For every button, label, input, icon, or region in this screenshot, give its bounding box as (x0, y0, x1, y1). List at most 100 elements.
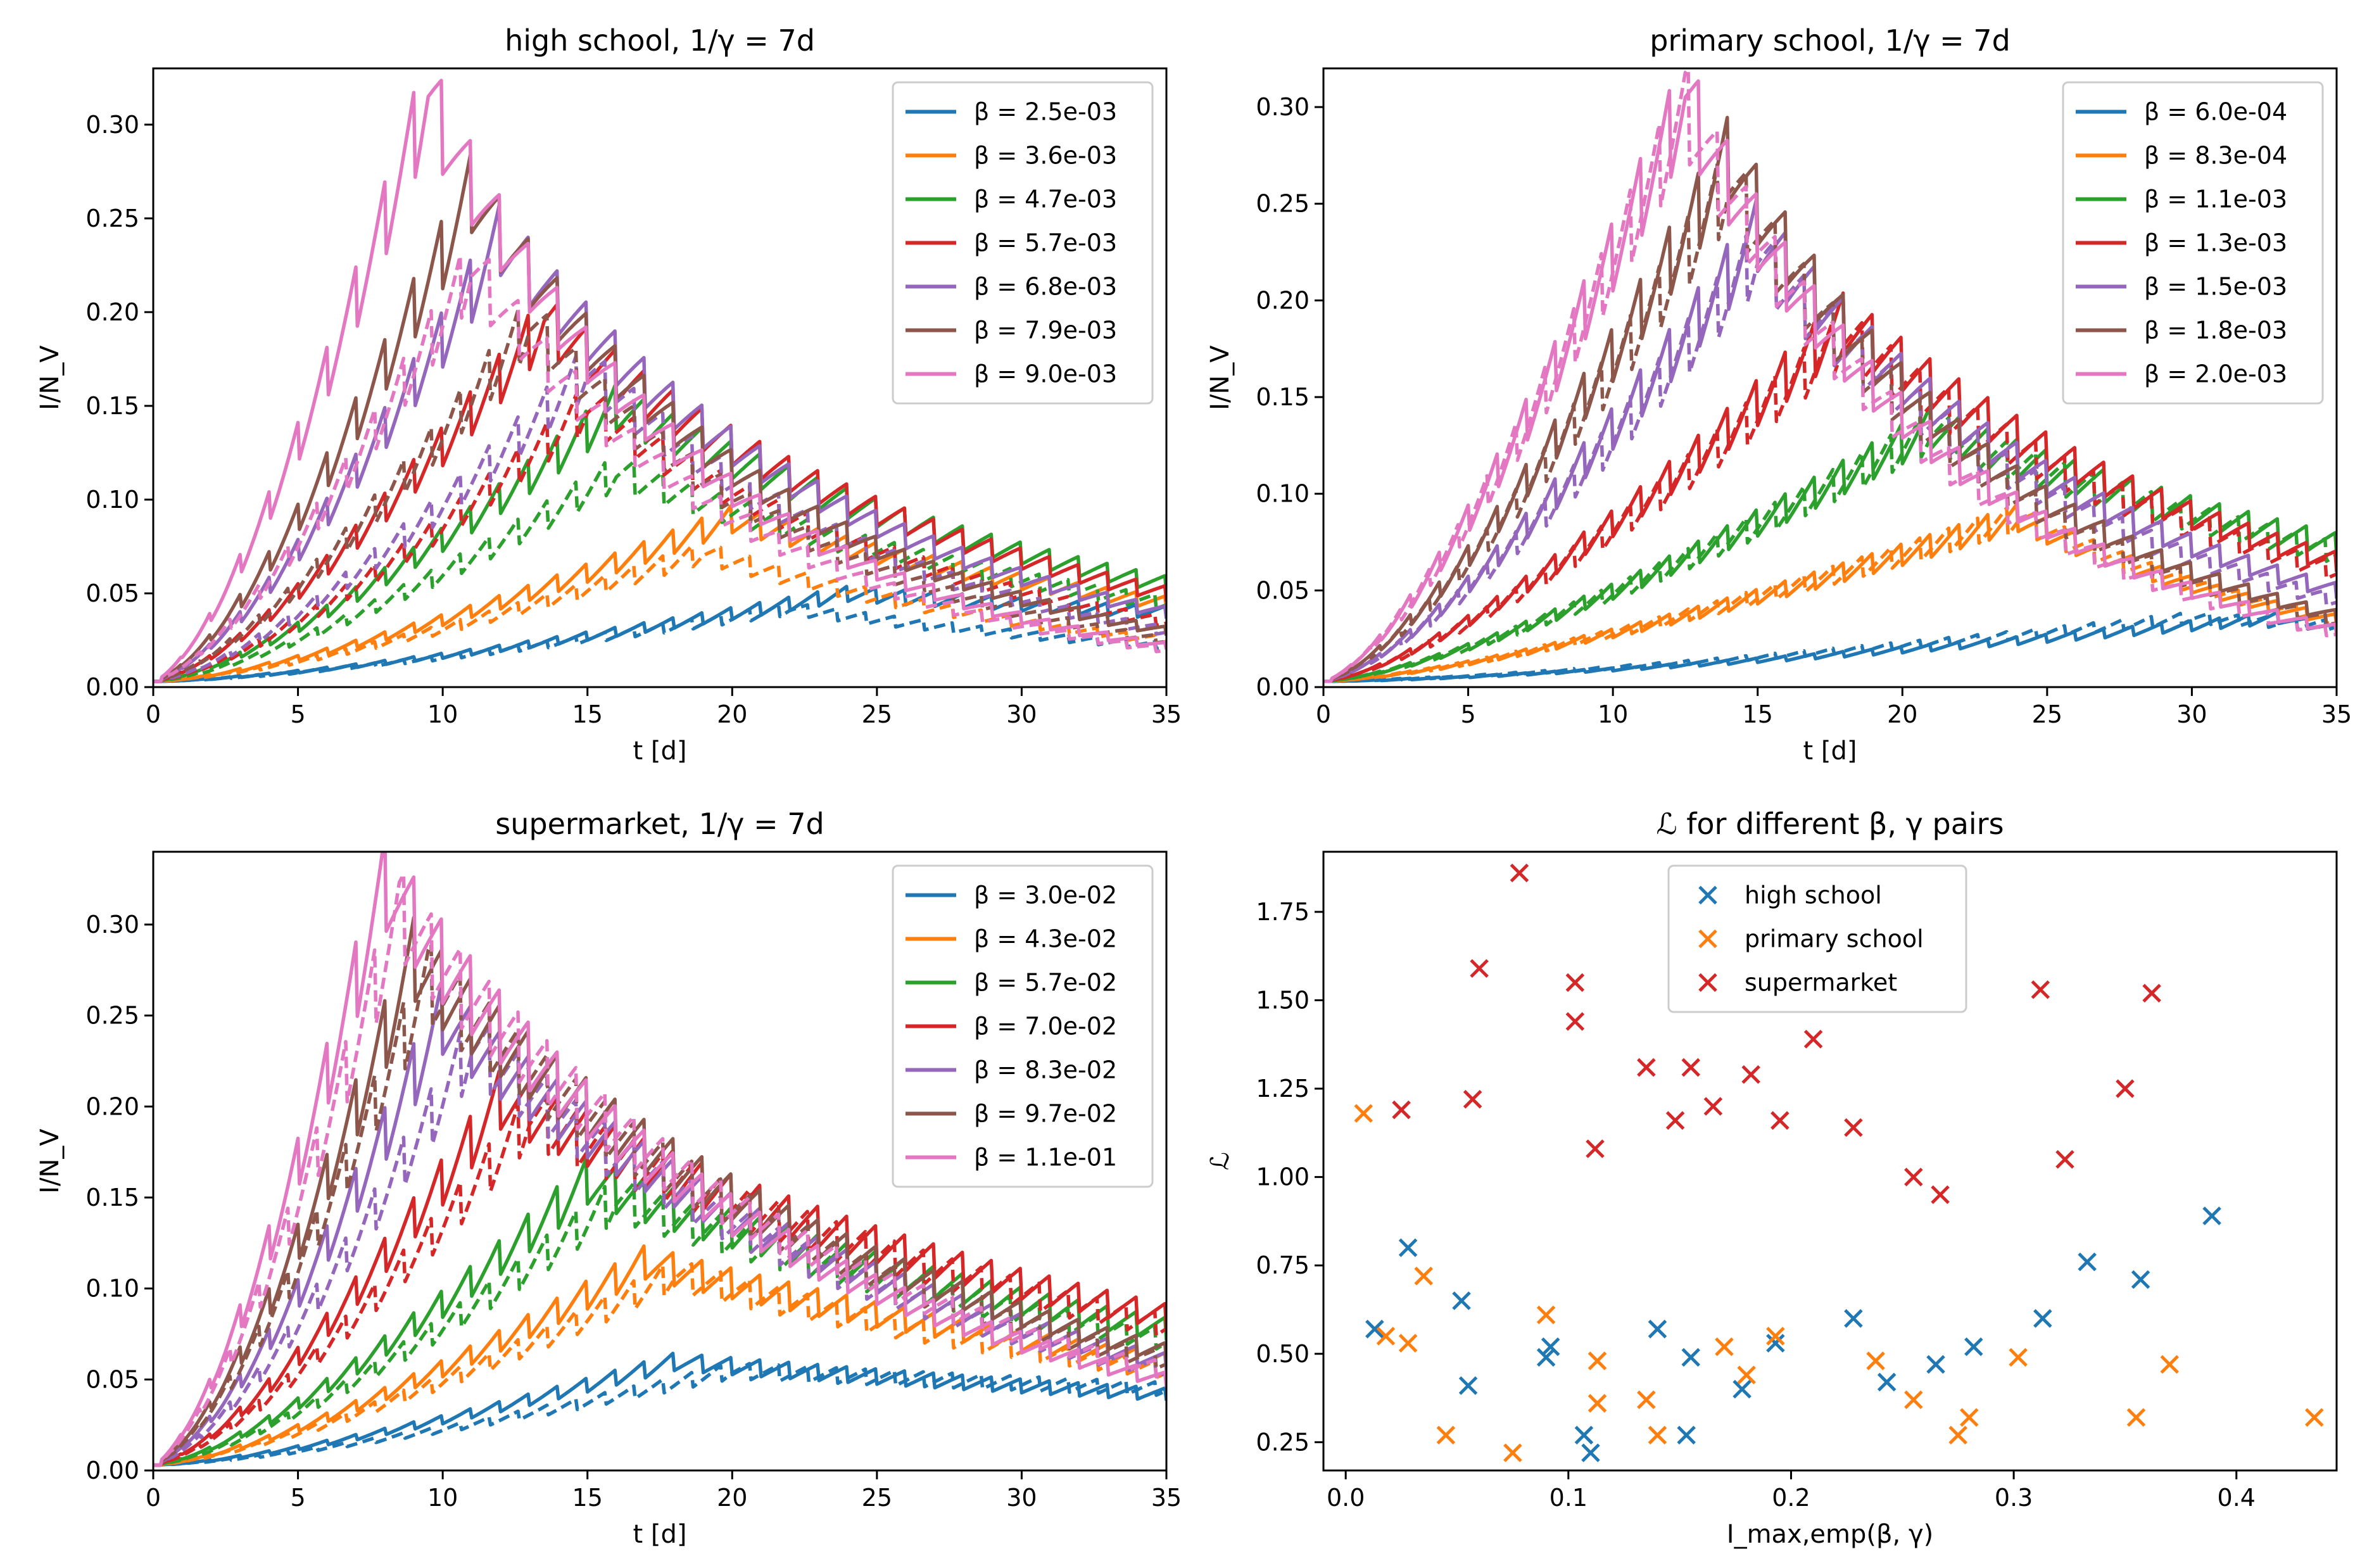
x-tick-label: 0.4 (2218, 1484, 2256, 1512)
x-tick-label: 0 (1316, 700, 1331, 728)
scatter-point-stroke (1715, 1337, 1734, 1356)
empirical-line-4 (153, 355, 1166, 683)
x-tick-label: 35 (1151, 1484, 1182, 1512)
x-tick-label: 15 (572, 1484, 603, 1512)
scatter-point-stroke (1587, 1351, 1607, 1370)
simulated-line-0 (153, 585, 1166, 683)
scatter-point (2305, 1408, 2324, 1427)
scatter-point (1354, 1104, 1373, 1123)
y-tick-label: 0.30 (1256, 93, 1310, 121)
y-tick-label: 0.25 (1256, 1428, 1310, 1456)
scatter-point (1541, 1337, 1560, 1356)
x-axis-label: t [d] (1803, 737, 1857, 766)
scatter-point-stroke (1733, 1379, 1752, 1399)
y-tick-label: 0.00 (85, 673, 139, 701)
legend-box (892, 864, 1154, 1188)
empirical-line-2 (1323, 415, 2337, 683)
x-tick-label: 20 (717, 700, 747, 728)
scatter-point (1766, 1327, 1785, 1346)
empirical-line-5 (1323, 161, 2337, 683)
scatter-point-stroke (2031, 980, 2050, 999)
scatter-point-stroke (1536, 1348, 1556, 1367)
legend-label: β = 2.0e-03 (2144, 360, 2287, 388)
y-axis-label: I/N_V (1206, 345, 1235, 410)
scatter-point-stroke (2033, 1309, 2052, 1328)
x-tick-label: 20 (717, 1484, 747, 1512)
scatter-point (2078, 1252, 2097, 1272)
legend-label: β = 9.7e-02 (974, 1100, 1117, 1128)
legend-label: primary school (1745, 925, 1924, 953)
scatter-point-stroke (1964, 1337, 1983, 1356)
scatter-point-stroke (1365, 1319, 1384, 1339)
y-tick-label: 1.25 (1256, 1075, 1310, 1103)
scatter-point-stroke (1948, 1426, 1967, 1445)
empirical-line-0 (153, 1362, 1166, 1467)
legend-label: β = 2.5e-03 (974, 98, 1117, 126)
scatter-point-stroke (1681, 1058, 1700, 1077)
scatter-point (1648, 1426, 1667, 1445)
scatter-point (2055, 1149, 2074, 1169)
scatter-point-stroke (1414, 1267, 1434, 1286)
scatter-point-stroke (1866, 1351, 1885, 1370)
legend-label: β = 7.9e-03 (974, 317, 1117, 345)
x-tick-label: 25 (2032, 700, 2062, 728)
scatter-point-stroke (1458, 1376, 1478, 1395)
y-tick-label: 0.25 (85, 205, 139, 232)
x-tick-label: 35 (1151, 700, 1182, 728)
chart-title: supermarket, 1/γ = 7d (495, 807, 824, 841)
scatter-point (1452, 1291, 1471, 1310)
empirical-line-0 (1323, 611, 2337, 683)
scatter-point-stroke (1541, 1337, 1560, 1356)
scatter-point (2033, 1309, 2052, 1328)
scatter-point (2131, 1270, 2150, 1289)
legend-label: β = 1.1e-03 (2144, 186, 2287, 213)
axes-frame (152, 850, 1168, 1472)
scatter-point-stroke (1503, 1443, 1522, 1462)
chart-title: high school, 1/γ = 7d (505, 23, 815, 58)
y-tick-label: 0.75 (1256, 1251, 1310, 1279)
scatter-point (1926, 1355, 1945, 1374)
scatter-point (1964, 1337, 1983, 1356)
empirical-line-2 (153, 1181, 1166, 1467)
scatter-point-stroke (2160, 1355, 2180, 1374)
x-tick-label: 10 (427, 700, 458, 728)
scatter-point-stroke (1587, 1394, 1607, 1413)
y-tick-label: 0.05 (85, 1365, 139, 1393)
plot-marks (153, 852, 1166, 1467)
scatter-point-stroke (1536, 1305, 1556, 1325)
scatter-point (1844, 1309, 1863, 1328)
scatter-point (1536, 1305, 1556, 1325)
x-tick-label: 0.3 (1995, 1484, 2033, 1512)
legend-box (2062, 81, 2324, 405)
x-tick-label: 30 (2176, 700, 2207, 728)
scatter-point (1703, 1097, 1723, 1116)
scatter-point (1398, 1334, 1418, 1353)
empirical-line-6 (153, 253, 1166, 683)
scatter-point-stroke (1398, 1238, 1418, 1258)
scatter-point (2031, 980, 2050, 999)
simulated-line-0 (153, 1351, 1166, 1467)
legend-marker (1698, 885, 1717, 905)
scatter-point (1470, 959, 1489, 978)
y-tick-label: 0.00 (85, 1457, 139, 1484)
scatter-point-stroke (2142, 983, 2161, 1003)
legend-label: β = 4.7e-03 (974, 186, 1117, 213)
scatter-point (1365, 1319, 1384, 1339)
simulated-line-6 (153, 852, 1166, 1467)
legend-label: β = 1.3e-03 (2144, 229, 2287, 257)
chart-title: primary school, 1/γ = 7d (1650, 23, 2010, 58)
scatter-point (2116, 1079, 2135, 1098)
legend-label: β = 3.0e-02 (974, 882, 1117, 909)
scatter-point (1931, 1185, 1950, 1204)
scatter-point (1503, 1443, 1522, 1462)
scatter-point (1741, 1065, 1760, 1084)
scatter-point (1904, 1390, 1923, 1410)
axes-frame (152, 67, 1168, 688)
simulated-line-1 (153, 504, 1166, 683)
scatter-point-stroke (1766, 1327, 1785, 1346)
scatter-point (1376, 1327, 1396, 1346)
scatter-point (1392, 1100, 1411, 1120)
axes-frame (1322, 67, 2338, 688)
scatter-point (1586, 1139, 1605, 1158)
